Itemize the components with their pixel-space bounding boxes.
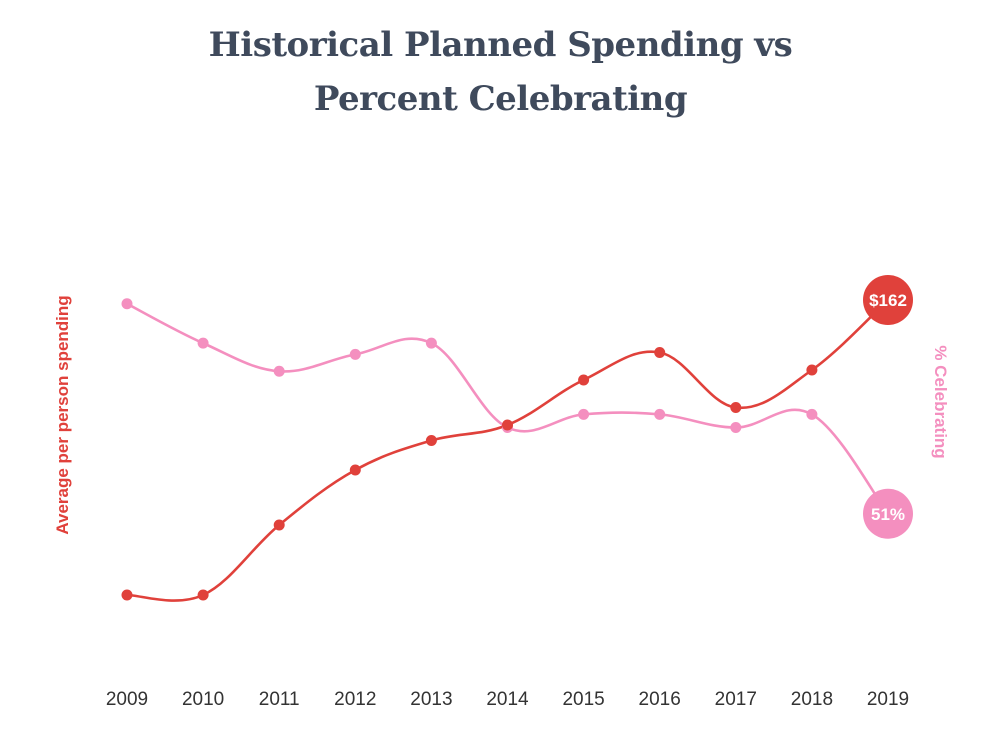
x-tick-label: 2013: [410, 689, 452, 710]
x-tick-label: 2014: [486, 689, 529, 710]
data-point-celebrating-2016: [654, 408, 666, 420]
x-axis-ticks: 2009 2010 2011 2012 2013 2014 2015 2016 2017 2018…: [106, 689, 909, 710]
x-tick-label: 2015: [562, 689, 604, 710]
data-point-spending-2009: [121, 589, 133, 601]
chart-title-line-2: Percent Celebrating: [313, 79, 688, 119]
series-line-celebrating: [126, 302, 890, 515]
data-point-celebrating-2010: [197, 337, 209, 349]
data-point-celebrating-2013: [425, 337, 437, 349]
x-tick-label: 2019: [867, 689, 909, 710]
data-point-celebrating-2011: [273, 365, 285, 377]
end-badge-label-spending: $162: [869, 291, 907, 310]
end-labels: 51% $162: [863, 275, 913, 539]
end-badge-circle-spending: [863, 275, 913, 325]
data-point-spending-2011: [273, 519, 285, 531]
x-tick-label: 2018: [791, 689, 833, 710]
data-point-celebrating-2017: [730, 422, 742, 433]
data-point-spending-2010: [197, 589, 209, 601]
x-tick-label: 2009: [106, 689, 148, 710]
end-badge-celebrating: 51%: [863, 488, 913, 539]
data-point-celebrating-2018: [806, 408, 818, 420]
data-point-spending-2017: [730, 402, 742, 413]
data-point-celebrating-2009: [121, 298, 133, 310]
end-badge-circle-celebrating: [863, 488, 913, 539]
series-points: [121, 298, 818, 601]
y-axis-label-left: Average per person spending: [53, 295, 72, 534]
x-tick-label: 2010: [182, 689, 224, 710]
x-tick-label: 2017: [715, 689, 757, 710]
y-axis-label-right: % Celebrating: [931, 345, 950, 458]
end-badge-spending: $162: [863, 275, 913, 325]
end-badge-label-celebrating: 51%: [871, 505, 905, 524]
data-point-spending-2018: [806, 364, 818, 376]
chart-title: Historical Planned Spending vs Percent C…: [0, 18, 1001, 126]
data-point-celebrating-2015: [578, 408, 590, 420]
data-point-spending-2013: [425, 435, 437, 446]
x-tick-label: 2016: [639, 689, 681, 710]
data-point-celebrating-2012: [349, 348, 361, 360]
series-line-spending: [126, 299, 889, 602]
x-tick-label: 2011: [259, 689, 300, 710]
data-point-spending-2014: [502, 419, 513, 431]
x-tick-label: 2012: [334, 689, 376, 710]
data-point-spending-2015: [578, 374, 590, 386]
data-point-spending-2012: [349, 464, 361, 476]
chart-title-line-1: Historical Planned Spending vs: [208, 25, 793, 65]
data-point-spending-2016: [654, 347, 666, 358]
series-lines: [126, 299, 890, 602]
